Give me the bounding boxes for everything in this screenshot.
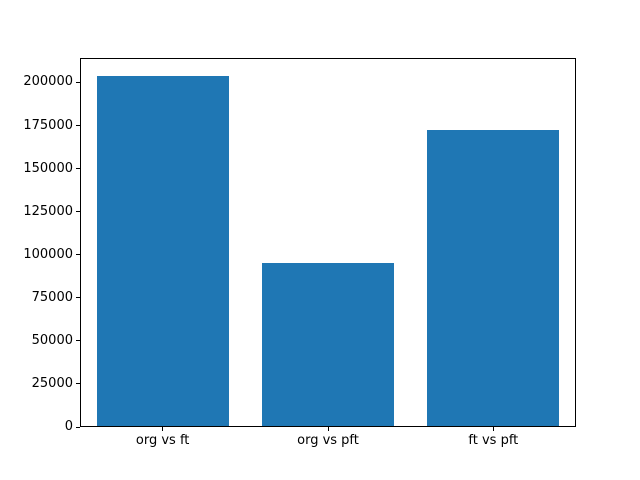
y-tick-label: 175000	[23, 117, 73, 133]
y-tick-mark	[76, 81, 80, 83]
x-tick-mark	[162, 427, 164, 431]
bar-org-vs-pft	[262, 263, 394, 426]
x-tick-label: ft vs pft	[468, 433, 519, 448]
y-tick-label: 200000	[23, 74, 73, 90]
y-tick-mark	[76, 340, 80, 342]
x-tick-label: org vs pft	[297, 433, 359, 448]
y-tick-mark	[76, 383, 80, 385]
x-tick-mark	[327, 427, 329, 431]
y-tick-mark	[76, 211, 80, 213]
y-tick-mark	[76, 125, 80, 127]
x-tick-label: org vs ft	[135, 433, 190, 448]
y-tick-label: 25000	[31, 375, 73, 391]
x-tick-mark	[492, 427, 494, 431]
bars-layer	[81, 59, 575, 426]
y-tick-mark	[76, 168, 80, 170]
y-tick-label: 125000	[23, 203, 73, 219]
plot-area	[80, 58, 576, 427]
y-tick-mark	[76, 426, 80, 428]
y-tick-label: 100000	[23, 246, 73, 262]
y-tick-label: 150000	[23, 160, 73, 176]
bar-ft-vs-pft	[426, 129, 559, 426]
y-tick-label: 50000	[31, 332, 73, 348]
y-tick-mark	[76, 297, 80, 299]
bar-org-vs-ft	[97, 76, 230, 426]
y-tick-mark	[76, 254, 80, 256]
y-tick-label: 0	[64, 419, 73, 434]
y-tick-label: 75000	[31, 289, 73, 305]
